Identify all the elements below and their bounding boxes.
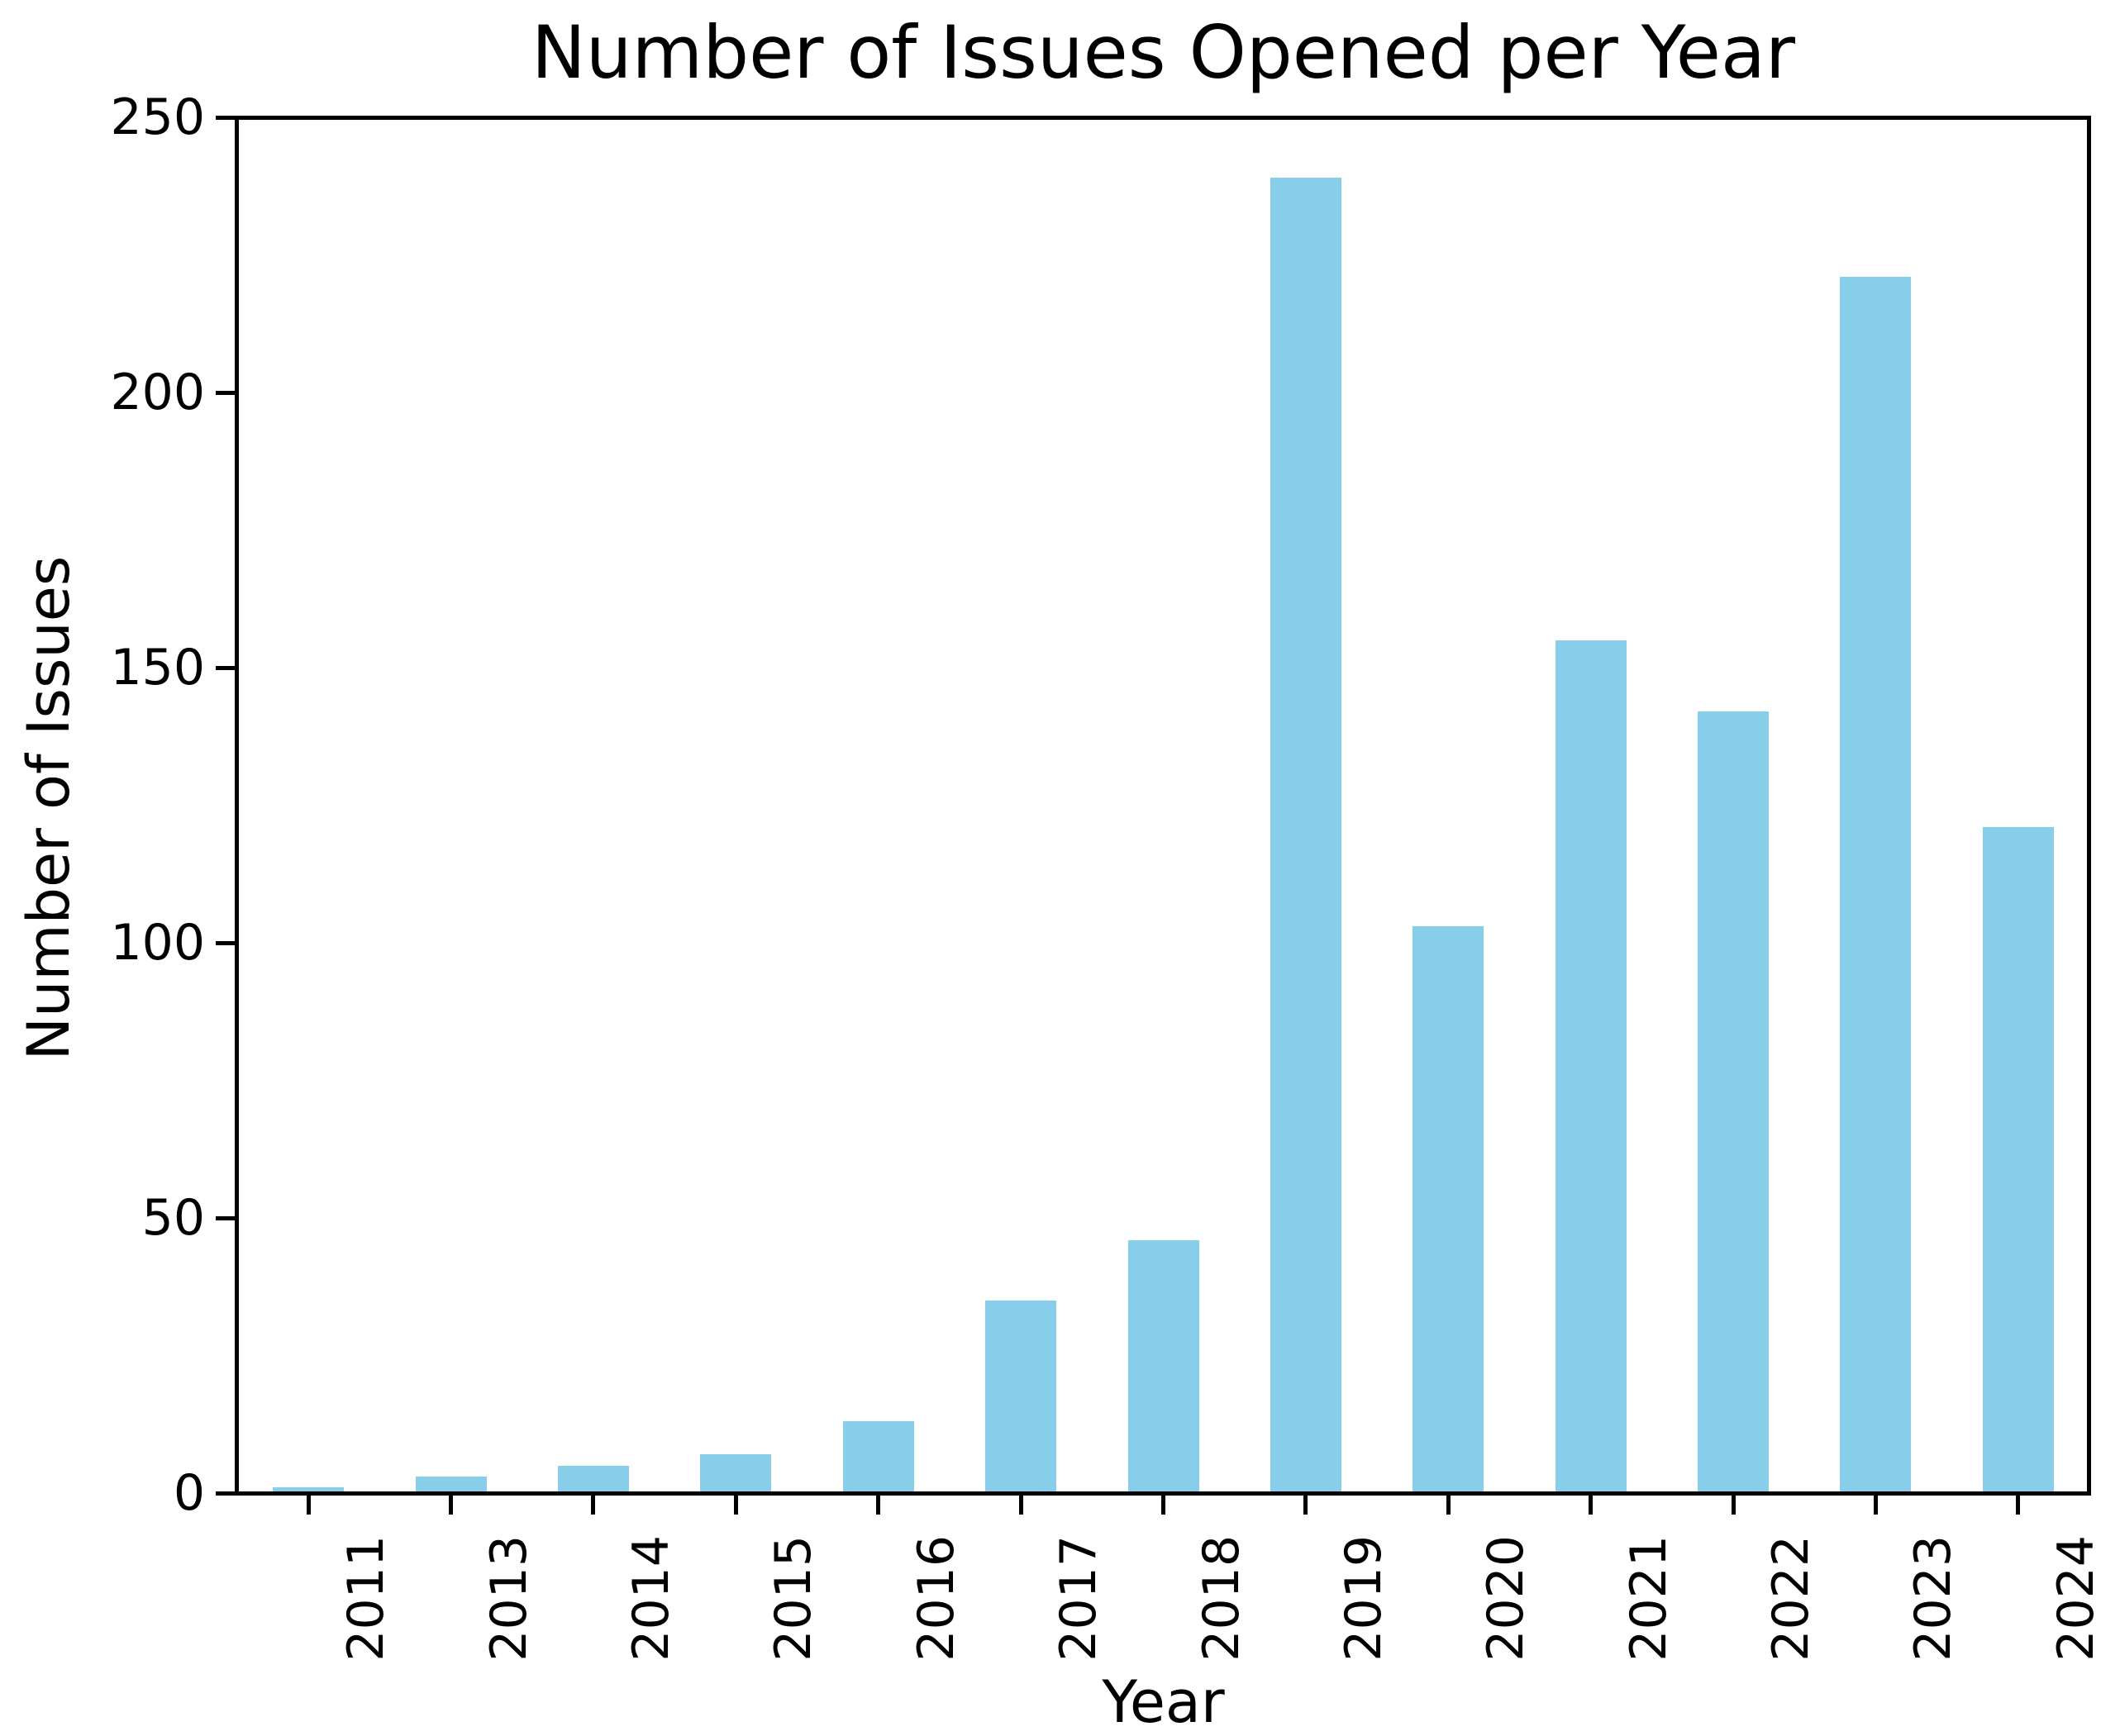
y-tick-label: 50 [141, 1189, 205, 1247]
x-tick [449, 1496, 454, 1515]
x-tick [876, 1496, 881, 1515]
bar [1127, 1239, 1199, 1493]
x-tick-label: 2011 [337, 1535, 396, 1662]
x-tick [1873, 1496, 1878, 1515]
x-tick [1161, 1496, 1165, 1515]
y-tick-label: 250 [110, 88, 205, 146]
x-tick-label: 2013 [479, 1535, 538, 1662]
bar [985, 1300, 1057, 1493]
x-tick [1446, 1496, 1451, 1515]
y-axis-label: Number of Issues [15, 555, 83, 1061]
y-tick [216, 665, 235, 670]
bar [1555, 640, 1627, 1493]
y-tick-label: 100 [110, 914, 205, 972]
x-tick-label: 2018 [1192, 1535, 1251, 1662]
x-tick [1018, 1496, 1023, 1515]
x-tick-label: 2019 [1334, 1535, 1393, 1662]
bar [1840, 277, 1912, 1493]
x-tick-label: 2015 [765, 1535, 823, 1662]
x-tick-label: 2022 [1762, 1535, 1821, 1662]
bar [415, 1477, 487, 1493]
y-tick-label: 0 [173, 1464, 205, 1522]
y-tick [216, 115, 235, 120]
bar [557, 1465, 629, 1493]
x-tick-label: 2023 [1904, 1535, 1963, 1662]
x-tick [1589, 1496, 1594, 1515]
chart-title: Number of Issues Opened per Year [531, 10, 1796, 95]
x-tick [2016, 1496, 2021, 1515]
x-tick [733, 1496, 738, 1515]
bar [1270, 178, 1341, 1493]
bar [1698, 711, 1770, 1493]
x-tick [1731, 1496, 1736, 1515]
y-tick [216, 1491, 235, 1496]
y-tick [216, 390, 235, 395]
bar [273, 1487, 345, 1493]
bar [842, 1421, 914, 1493]
y-tick [216, 1215, 235, 1220]
y-tick [216, 940, 235, 945]
x-tick [1303, 1496, 1308, 1515]
bar [1413, 926, 1484, 1493]
bar [700, 1454, 772, 1493]
x-tick-label: 2020 [1477, 1535, 1536, 1662]
x-tick [591, 1496, 596, 1515]
x-tick-label: 2014 [622, 1535, 680, 1662]
x-tick-label: 2016 [907, 1535, 965, 1662]
x-tick-label: 2021 [1619, 1535, 1678, 1662]
x-tick-label: 2017 [1050, 1535, 1108, 1662]
plot-area [235, 116, 2091, 1496]
y-tick-label: 200 [110, 364, 205, 421]
y-tick-label: 150 [110, 639, 205, 697]
x-tick [306, 1496, 311, 1515]
x-axis-label: Year [1102, 1668, 1225, 1736]
x-tick-label: 2024 [2046, 1535, 2105, 1662]
bar [1982, 827, 2054, 1493]
